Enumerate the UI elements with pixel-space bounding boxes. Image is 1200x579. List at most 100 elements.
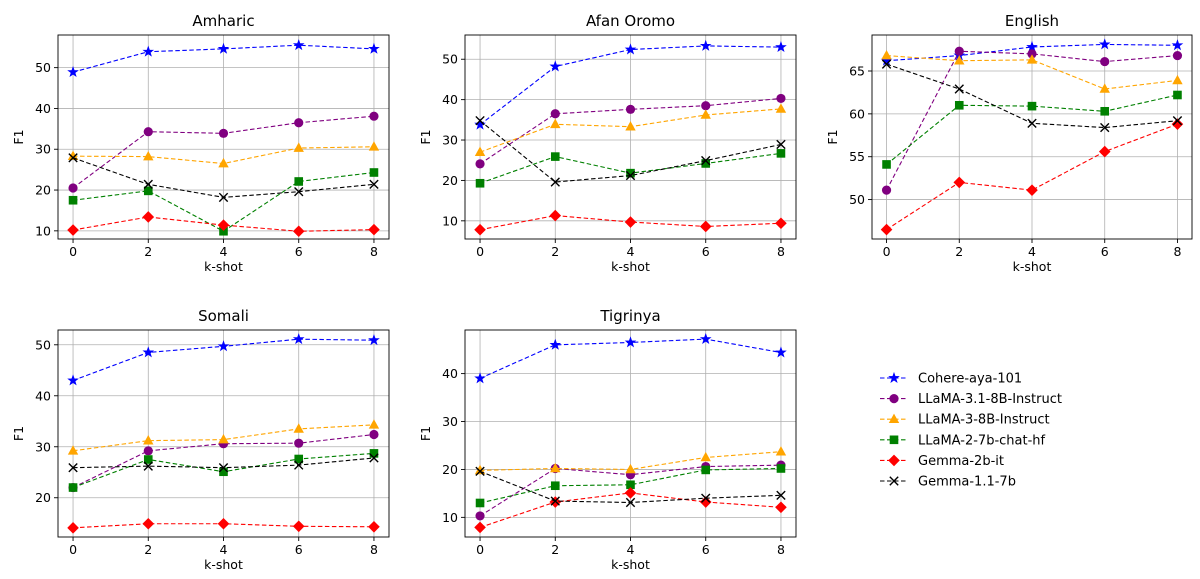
data-point <box>292 333 305 345</box>
x-tick-label: 8 <box>1173 244 1181 259</box>
x-tick-label: 8 <box>370 542 378 557</box>
data-point <box>474 146 486 156</box>
x-tick-label: 4 <box>627 244 635 259</box>
series-line <box>479 120 782 183</box>
data-point <box>625 121 636 131</box>
data-point <box>549 209 562 222</box>
data-point <box>701 155 711 166</box>
x-tick-label: 0 <box>476 244 484 259</box>
legend-item-llama-2-7b-chat-hf: LLaMA-2-7b-chat-hf <box>880 433 1046 448</box>
x-axis-label: k-shot <box>204 259 243 274</box>
chart-title: English <box>1005 12 1059 30</box>
data-point <box>1098 145 1111 158</box>
data-point <box>142 346 155 358</box>
data-point <box>217 517 230 530</box>
data-point <box>1099 83 1110 93</box>
legend-item-llama-3-1-8b-instruct: LLaMA-3.1-8B-Instruct <box>880 392 1062 407</box>
data-point <box>953 176 966 189</box>
data-point <box>369 111 379 121</box>
y-tick-label: 40 <box>442 92 458 107</box>
data-point <box>701 159 711 168</box>
series-line <box>479 215 781 231</box>
data-point <box>218 192 229 203</box>
series-cohere-aya-101 <box>474 332 787 384</box>
y-tick-label: 50 <box>35 60 51 75</box>
x-axis-label: k-shot <box>611 259 650 274</box>
data-point <box>217 42 230 54</box>
data-point <box>475 115 485 126</box>
y-tick-label: 40 <box>35 388 51 403</box>
x-tick-label: 2 <box>144 542 152 557</box>
data-point <box>550 118 561 129</box>
data-point <box>699 332 712 345</box>
chart-title: Afan Oromo <box>586 12 675 30</box>
data-point <box>954 84 964 94</box>
series-line <box>72 44 374 73</box>
y-tick-label: 50 <box>35 337 51 352</box>
x-tick-label: 6 <box>295 542 303 557</box>
data-point <box>624 216 637 228</box>
data-point <box>474 372 486 384</box>
data-point <box>369 168 379 177</box>
data-point <box>624 336 637 348</box>
data-point <box>217 219 230 231</box>
data-point <box>701 465 711 475</box>
data-point <box>776 149 786 158</box>
data-point <box>143 455 153 464</box>
y-axis-label: F1 <box>11 129 26 144</box>
data-point <box>626 480 635 490</box>
data-point <box>292 520 305 533</box>
data-point <box>550 152 560 161</box>
series-line <box>72 216 374 232</box>
y-tick-label: 55 <box>849 149 865 164</box>
data-point <box>475 511 485 521</box>
data-point <box>1172 116 1183 126</box>
y-tick-label: 60 <box>849 106 865 121</box>
y-tick-label: 20 <box>442 173 458 188</box>
series-gemma-2b-it <box>474 209 787 236</box>
series-llama-2-7b-chat-hf <box>475 464 786 508</box>
series-gemma-1-1-7b <box>68 153 379 203</box>
x-axis-label: k-shot <box>1013 259 1052 274</box>
series-llama-2-7b-chat-hf <box>475 149 786 188</box>
series-llama-2-7b-chat-hf <box>68 168 379 236</box>
x-tick-label: 6 <box>295 244 303 259</box>
series-gemma-1-1-7b <box>475 466 786 508</box>
x-tick-label: 4 <box>1028 244 1036 259</box>
x-tick-label: 8 <box>777 542 785 557</box>
series-llama-3-8b-instruct <box>881 49 1183 93</box>
data-point <box>1026 40 1038 52</box>
y-axis-label: F1 <box>418 129 433 144</box>
legend: Cohere-aya-101 LLaMA-3.1-8B-Instruct LLaMA… <box>880 372 1062 490</box>
series-llama-2-7b-chat-hf <box>68 449 379 492</box>
data-point <box>1171 118 1184 130</box>
x-tick-label: 2 <box>551 542 559 557</box>
legend-marker <box>889 476 899 486</box>
series-gemma-1-1-7b <box>475 115 786 187</box>
legend-item-gemma-1-1-7b: Gemma-1.1-7b <box>880 475 1016 490</box>
data-point <box>369 429 379 440</box>
data-point <box>549 60 562 72</box>
x-tick-label: 6 <box>702 244 710 259</box>
data-point <box>1173 90 1182 100</box>
legend-label: Gemma-1.1-7b <box>918 475 1016 490</box>
data-point <box>68 195 78 205</box>
legend-item-cohere-aya-101: Cohere-aya-101 <box>880 372 1022 387</box>
y-tick-label: 40 <box>35 101 51 116</box>
data-point <box>625 463 636 474</box>
legend-marker <box>888 413 900 423</box>
legend-label: Gemma-2b-it <box>918 454 1004 469</box>
data-point <box>68 462 78 473</box>
data-point <box>1171 39 1184 51</box>
data-point <box>293 142 304 152</box>
data-point <box>1026 184 1038 196</box>
data-point <box>369 449 379 458</box>
x-tick-label: 0 <box>69 244 77 259</box>
x-axis-label: k-shot <box>204 557 243 572</box>
data-point <box>1100 122 1110 133</box>
data-point <box>294 454 304 464</box>
data-point <box>68 183 78 193</box>
data-point <box>1100 106 1110 116</box>
y-tick-label: 10 <box>442 510 458 525</box>
